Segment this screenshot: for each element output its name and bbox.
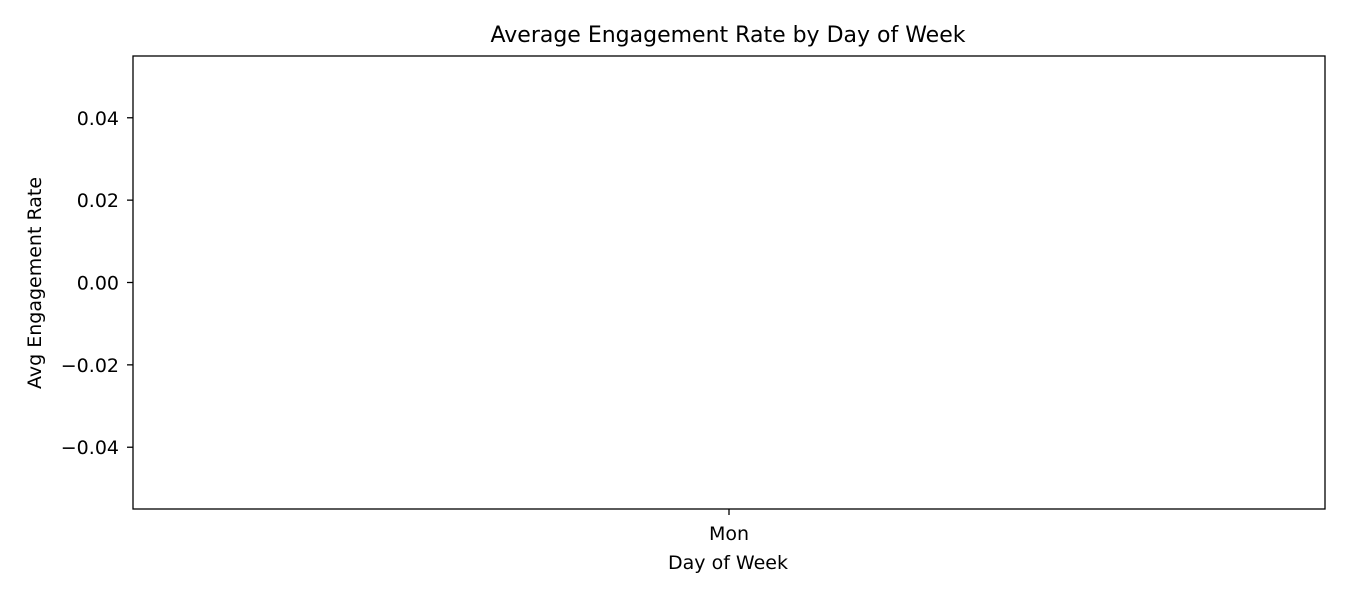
y-tick-label: −0.02 [61,355,119,377]
y-axis: 0.04 0.02 0.00 −0.02 −0.04 [61,108,133,459]
y-tick-label: 0.00 [77,273,119,295]
y-tick-label: 0.02 [77,190,119,212]
x-tick-label: Mon [709,523,749,545]
y-tick-label: −0.04 [61,437,119,459]
chart-title: Average Engagement Rate by Day of Week [491,23,966,48]
y-axis-label: Avg Engagement Rate [24,177,46,389]
x-axis-label: Day of Week [668,552,788,574]
y-tick-label: 0.04 [77,108,119,130]
x-axis: Mon [709,509,749,545]
